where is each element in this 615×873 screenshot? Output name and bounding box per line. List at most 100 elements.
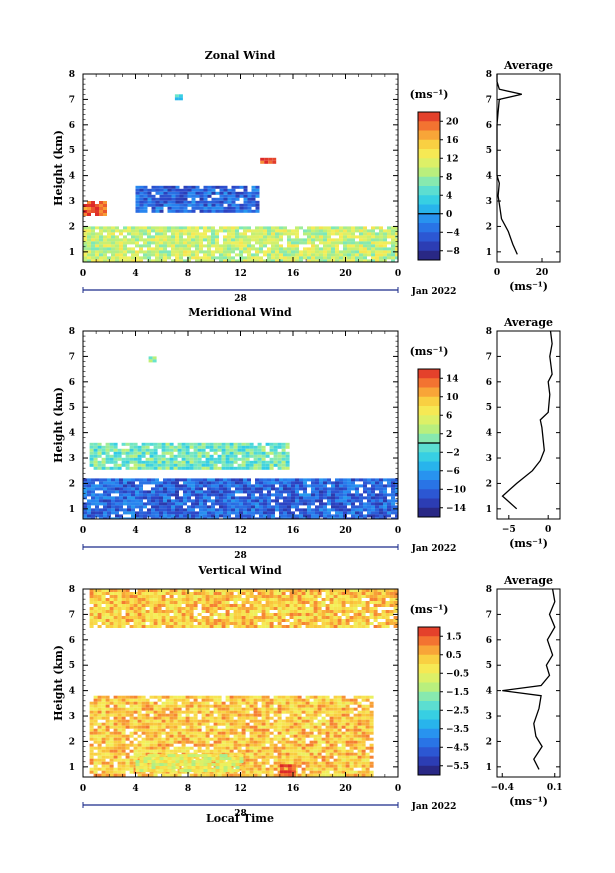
heatmap-cell [181, 731, 186, 735]
x-tick-label: 0 [80, 269, 86, 279]
heatmap-cell [157, 725, 162, 729]
heatmap-cell [337, 740, 342, 744]
heatmap-cell [103, 238, 107, 242]
heatmap-cell [383, 247, 387, 251]
heatmap-cell [83, 496, 87, 500]
heatmap-cell [277, 716, 282, 720]
heatmap-cell [97, 451, 102, 455]
heatmap-cell [279, 508, 283, 512]
heatmap-cell [121, 767, 126, 771]
heatmap-cell [391, 244, 395, 248]
heatmap-cell [163, 484, 167, 488]
heatmap-cell [109, 773, 114, 777]
heatmap-cell [177, 710, 182, 714]
heatmap-cell [213, 728, 218, 732]
x-tick-label: 0 [80, 526, 86, 536]
heatmap-cell [151, 185, 156, 189]
heatmap-cell [157, 734, 162, 738]
heatmap-cell [117, 704, 122, 708]
heatmap-cell [357, 728, 362, 732]
heatmap-cell [379, 250, 383, 254]
heatmap-cell [209, 710, 214, 714]
heatmap-cell [315, 511, 319, 515]
heatmap-cell [359, 478, 363, 482]
heatmap-cell [223, 188, 228, 192]
heatmap-cell [143, 502, 147, 506]
x-tick-label: 4 [132, 269, 138, 279]
heatmap-cell [251, 188, 256, 192]
heatmap-cell [103, 207, 107, 210]
heatmap-cell [117, 719, 122, 723]
heatmap-cell [325, 713, 330, 717]
heatmap-cell [239, 511, 243, 515]
heatmap-cell [287, 496, 291, 500]
heatmap-cell [379, 247, 383, 251]
heatmap-cell [345, 716, 350, 720]
heatmap-cell [93, 619, 98, 622]
heatmap-cell [231, 490, 235, 494]
heatmap-cell [101, 707, 106, 711]
heatmap-cell [225, 442, 230, 446]
heatmap-cell [163, 191, 168, 195]
heatmap-cell [123, 241, 127, 245]
heatmap-cell [249, 707, 254, 711]
heatmap-cell [229, 719, 234, 723]
heatmap-cell [301, 704, 306, 708]
heatmap-cell [157, 749, 162, 753]
heatmap-cell [173, 457, 178, 461]
heatmap-cell [355, 517, 359, 519]
heatmap-cell [109, 734, 114, 738]
heatmap-cell [195, 206, 200, 210]
heatmap-cell [235, 185, 240, 189]
heatmap-cell [327, 478, 331, 482]
heatmap-cell [151, 238, 155, 242]
heatmap-cell [323, 514, 327, 518]
heatmap-cell [309, 710, 314, 714]
heatmap-cell [339, 250, 343, 254]
heatmap-cell [281, 746, 286, 750]
heatmap-cell [93, 770, 98, 774]
heatmap-cell [323, 232, 327, 236]
heatmap-cell [103, 508, 107, 512]
heatmap-cell [299, 481, 303, 485]
heatmap-cell [253, 695, 258, 699]
heatmap-cell [235, 757, 240, 761]
y-tick-label: 6 [69, 121, 75, 131]
heatmap-cell [313, 770, 318, 774]
heatmap-cell [161, 716, 166, 720]
heatmap-cell [245, 752, 250, 756]
heatmap-cell [203, 757, 208, 761]
heatmap-cell [339, 478, 343, 482]
heatmap-cell [267, 496, 271, 500]
heatmap-cell [341, 761, 346, 765]
heatmap-cell [315, 505, 319, 509]
heatmap-cell [119, 232, 123, 236]
heatmap-cell [213, 725, 218, 729]
heatmap-cell [337, 734, 342, 738]
heatmap-cell [243, 226, 247, 230]
heatmap-cell [253, 758, 258, 762]
heatmap-cell [291, 764, 296, 768]
heatmap-cell [263, 235, 267, 239]
heatmap-cell [147, 238, 151, 242]
heatmap-cell [89, 616, 94, 619]
heatmap-cell [237, 445, 242, 449]
heatmap-cell [203, 493, 207, 497]
heatmap-cell [175, 253, 179, 257]
heatmap-cell [89, 445, 94, 449]
heatmap-cell [141, 707, 146, 711]
heatmap-cell [289, 698, 294, 702]
heatmap-cell [135, 244, 139, 248]
heatmap-cell [219, 250, 223, 254]
heatmap-cell [361, 740, 366, 744]
heatmap-cell [265, 701, 270, 705]
heatmap-cell [285, 722, 290, 726]
heatmap-cell [105, 770, 110, 774]
heatmap-cell [105, 731, 110, 735]
heatmap-cell [243, 514, 247, 518]
heatmap-cell [187, 232, 191, 236]
heatmap-cell [115, 505, 119, 509]
heatmap-cell [169, 463, 174, 467]
heatmap-cell [173, 719, 178, 723]
heatmap-cell [163, 238, 167, 242]
